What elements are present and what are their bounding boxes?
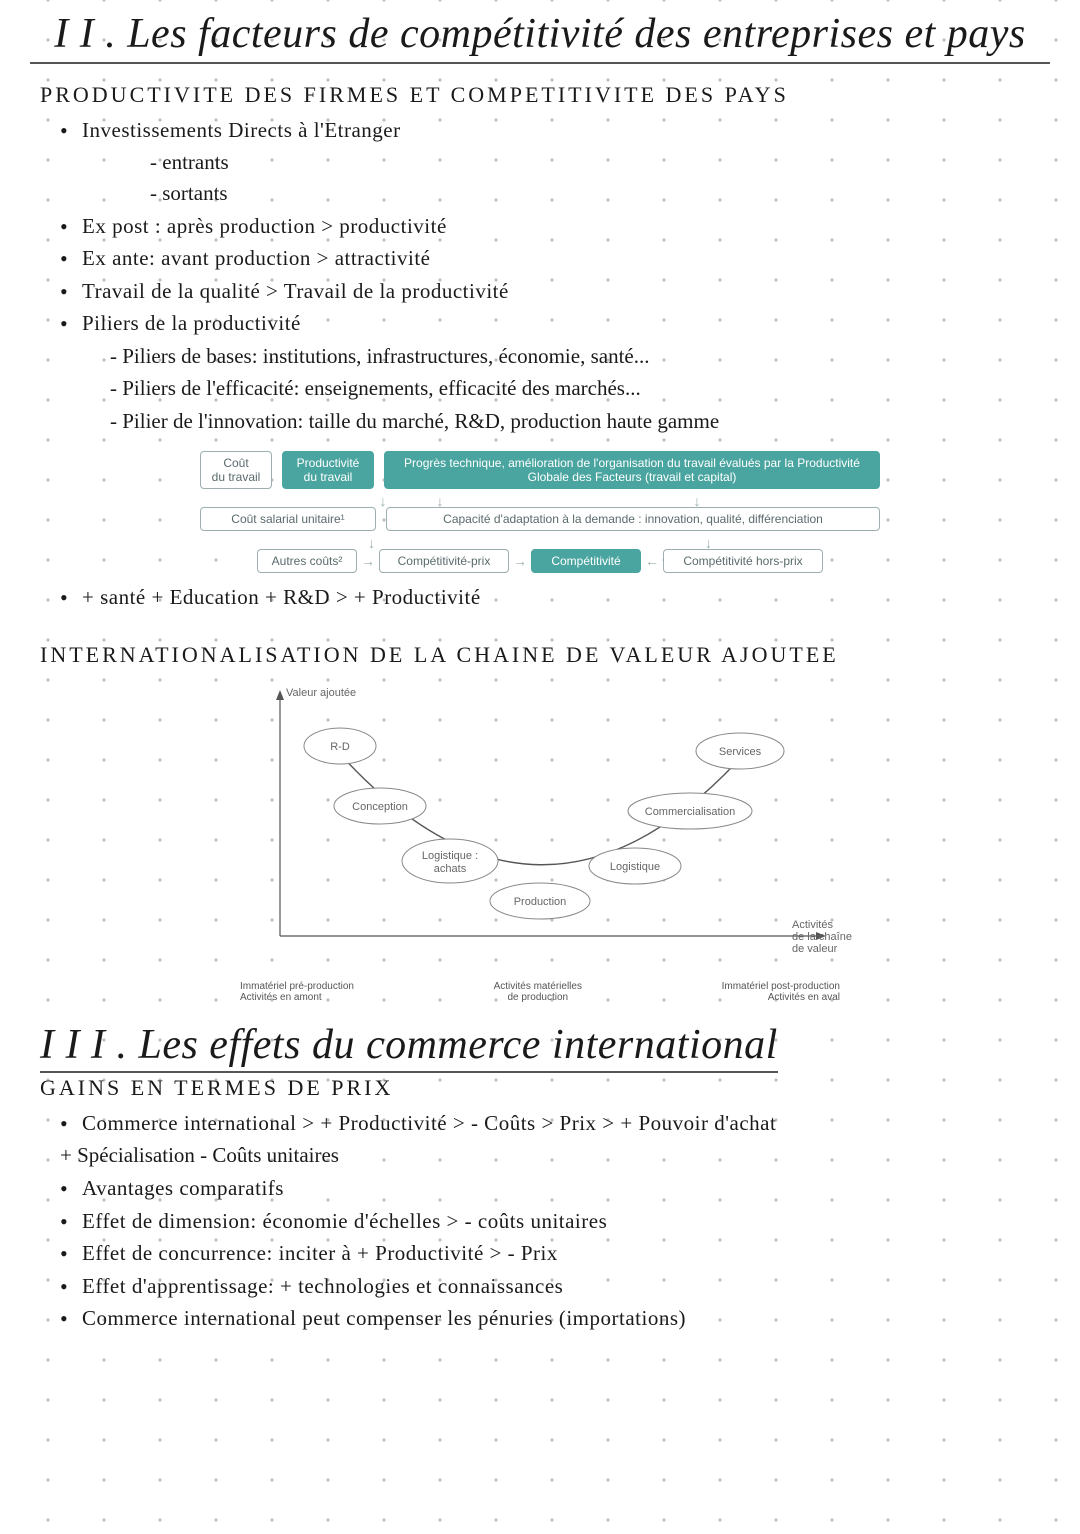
x-axis-label-1: Activités <box>792 919 833 931</box>
competitiveness-flowchart: Coût du travail Productivité du travail … <box>200 451 880 573</box>
sb-text: Activités en amont <box>240 992 354 1003</box>
list-item: Ex post : après production > productivit… <box>60 210 1050 243</box>
x-axis-label-3: de valeur <box>792 943 838 955</box>
li-text: Avantages comparatifs <box>82 1176 284 1200</box>
sec3-list-cont: Avantages comparatifs Effet de dimension… <box>30 1172 1050 1335</box>
smile-node-label: Commercialisation <box>645 806 735 818</box>
li-text: Ex ante: avant production > attractivité <box>82 246 430 270</box>
arrow-right-icon: → <box>513 549 527 573</box>
list-item: + santé + Education + R&D > + Productivi… <box>60 581 1050 614</box>
smile-node-label: Conception <box>352 801 408 813</box>
li-text: Effet d'apprentissage: + technologies et… <box>82 1274 563 1298</box>
arrow-right-icon: → <box>361 549 375 573</box>
sec1-list-cont: Ex post : après production > productivit… <box>30 210 1050 340</box>
section-iii-title: I I I . Les effets du commerce internati… <box>40 1021 778 1073</box>
smile-node-label: Production <box>514 896 567 908</box>
list-item: Avantages comparatifs <box>60 1172 1050 1205</box>
sb-text: Immatériel pré-production <box>240 981 354 992</box>
list-item: Ex ante: avant production > attractivité <box>60 242 1050 275</box>
fc-competitivite: Compétitivité <box>531 549 641 573</box>
section-ii-title: I I . Les facteurs de compétitivité des … <box>30 10 1050 64</box>
li-text: Travail de la qualité > Travail de la pr… <box>82 279 509 303</box>
fc-autres-couts: Autres coûts² <box>257 549 357 573</box>
smile-node-label: Logistique <box>610 861 660 873</box>
x-axis-label-2: de la chaîne <box>792 931 852 943</box>
smile-bottom-left: Immatériel pré-production Activités en a… <box>240 981 354 1003</box>
smile-bottom-right: Immatériel post-production Activités en … <box>722 981 840 1003</box>
li-text: Effet de concurrence: inciter à + Produc… <box>82 1241 558 1265</box>
fc-capacite-adaptation: Capacité d'adaptation à la demande : inn… <box>386 507 880 531</box>
sec3-list: Commerce international > + Productivité … <box>30 1107 1050 1140</box>
fc-competitivite-hors-prix: Compétitivité hors-prix <box>663 549 823 573</box>
li-text: Commerce international peut compenser le… <box>82 1306 686 1330</box>
li-text: Ex post : après production > productivit… <box>82 214 447 238</box>
list-item: Commerce international peut compenser le… <box>60 1302 1050 1335</box>
fc-cout-salarial: Coût salarial unitaire¹ <box>200 507 376 531</box>
fc-progres-technique: Progrès technique, amélioration de l'org… <box>384 451 880 489</box>
smile-bottom-mid: Activités matérielles de production <box>494 981 582 1003</box>
sub-item: - sortants <box>150 178 1050 210</box>
sec1-list: Investissements Directs à l'Etranger <box>30 114 1050 147</box>
fc-cout-travail: Coût du travail <box>200 451 272 489</box>
list-item: Piliers de la productivité <box>60 307 1050 340</box>
list-item: Effet d'apprentissage: + technologies et… <box>60 1270 1050 1303</box>
sub-item: - entrants <box>150 147 1050 179</box>
sub-item: - Pilier de l'innovation: taille du marc… <box>110 405 1050 438</box>
smile-curve-diagram: Valeur ajoutée Activités de la chaîne de… <box>220 676 860 1003</box>
smile-node-label: achats <box>434 863 467 875</box>
list-item: Commerce international > + Productivité … <box>60 1107 1050 1140</box>
fc-competitivite-prix: Compétitivité-prix <box>379 549 509 573</box>
li-text: Piliers de la productivité <box>82 311 301 335</box>
sb-text: Activités en aval <box>722 992 840 1003</box>
li-text: Effet de dimension: économie d'échelles … <box>82 1209 607 1233</box>
sec1-b5-sub: - Piliers de bases: institutions, infras… <box>30 340 1050 438</box>
sub-item: - Piliers de l'efficacité: enseignements… <box>110 372 1050 405</box>
sec1-heading: PRODUCTIVITE DES FIRMES ET COMPETITIVITE… <box>40 82 1050 108</box>
sec3-extra: + Spécialisation - Coûts unitaires <box>30 1139 1050 1172</box>
sec3-heading: GAINS EN TERMES DE PRIX <box>40 1075 1050 1101</box>
sec1-list-end: + santé + Education + R&D > + Productivi… <box>30 581 1050 614</box>
arrow-down-icon: ↓ <box>380 493 387 509</box>
smile-node-label: Logistique : <box>422 850 478 862</box>
y-axis-label: Valeur ajoutée <box>286 687 356 699</box>
sec2-heading: INTERNATIONALISATION DE LA CHAINE DE VAL… <box>40 642 1050 668</box>
list-item: Effet de concurrence: inciter à + Produc… <box>60 1237 1050 1270</box>
li-text: Commerce international > + Productivité … <box>82 1111 776 1135</box>
list-item: Investissements Directs à l'Etranger <box>60 114 1050 147</box>
li-text: + santé + Education + R&D > + Productivi… <box>82 585 481 609</box>
fc-productivite-travail: Productivité du travail <box>282 451 374 489</box>
sb-text: Immatériel post-production <box>722 981 840 992</box>
smile-node-label: R-D <box>330 741 350 753</box>
arrow-left-icon: ← <box>645 549 659 573</box>
list-item: Travail de la qualité > Travail de la pr… <box>60 275 1050 308</box>
smile-node-label: Services <box>719 746 762 758</box>
sec1-b1-sub: - entrants - sortants <box>30 147 1050 210</box>
sub-item: - Piliers de bases: institutions, infras… <box>110 340 1050 373</box>
list-item: Effet de dimension: économie d'échelles … <box>60 1205 1050 1238</box>
li-text: Investissements Directs à l'Etranger <box>82 118 401 142</box>
